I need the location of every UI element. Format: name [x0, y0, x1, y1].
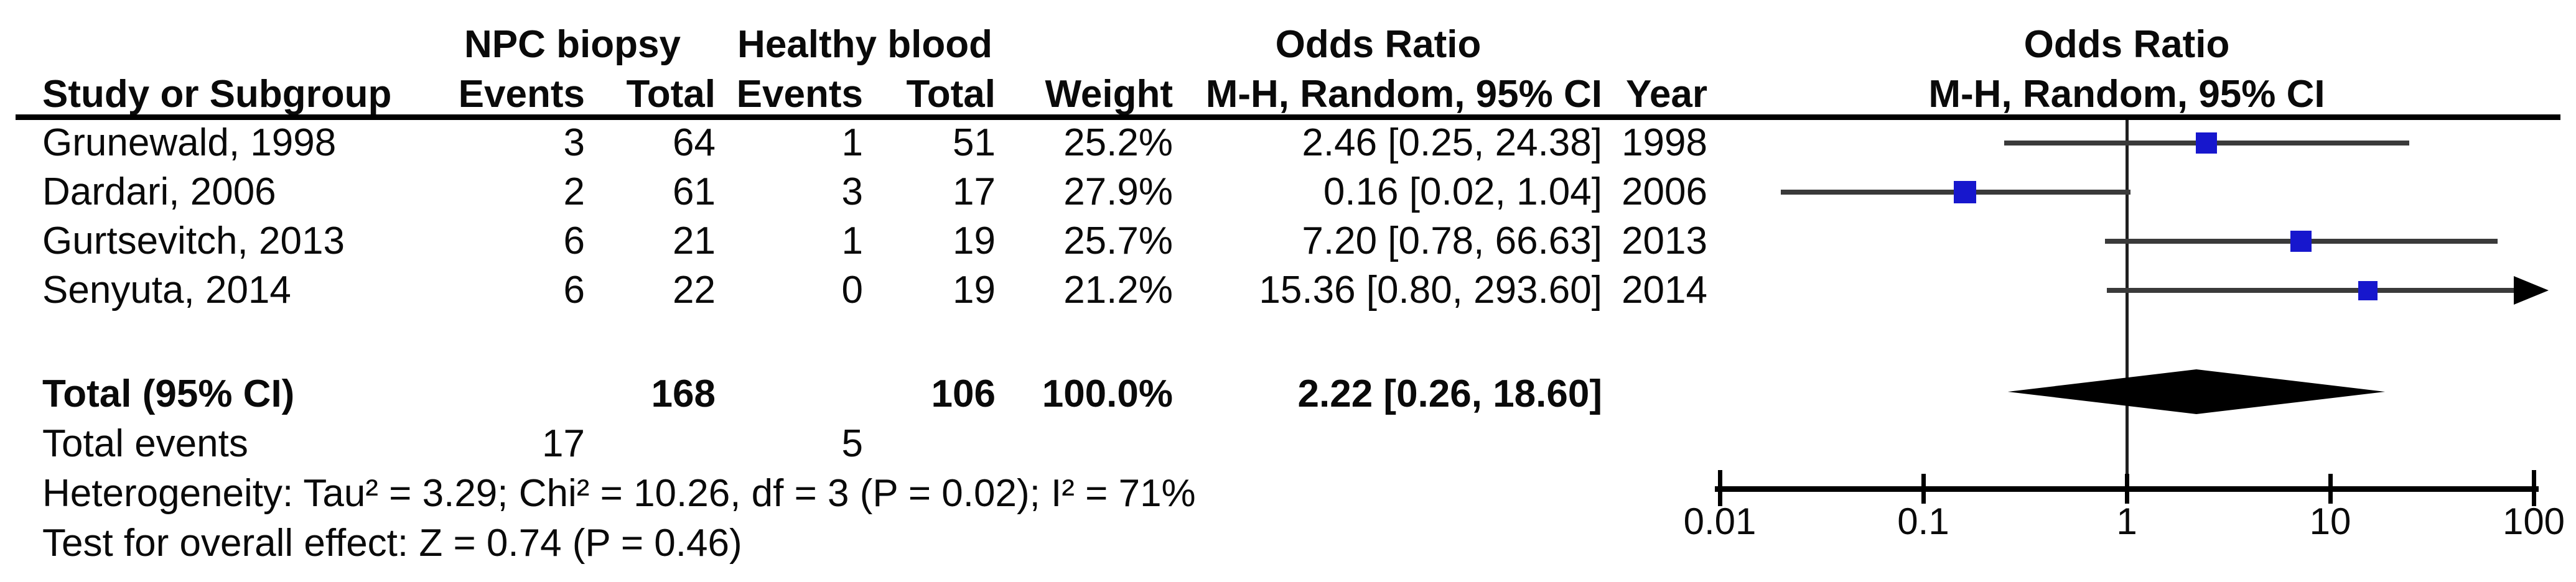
year-value: 1998 [1622, 121, 1707, 164]
odds-ratio-header-right: Odds Ratio [2023, 23, 2230, 66]
year-value: 2014 [1622, 269, 1707, 312]
year-value: 2013 [1622, 219, 1707, 262]
healthy-events: 3 [841, 170, 863, 213]
x-axis-tick [2124, 474, 2129, 504]
study-label: Dardari, 2006 [42, 170, 276, 213]
study-label: Senyuta, 2014 [42, 269, 291, 312]
x-axis-tick-label: 10 [2309, 501, 2351, 542]
healthy-total: 19 [953, 269, 996, 312]
header-rule [16, 114, 2560, 120]
healthy-total: 51 [953, 121, 996, 164]
col-header-study: Study or Subgroup [42, 73, 392, 116]
npc-events: 2 [563, 170, 585, 213]
heterogeneity-text: Heterogeneity: Tau² = 3.29; Chi² = 10.26… [42, 472, 1196, 515]
col-header-healthy-total: Total [906, 73, 996, 116]
x-axis-tick-label: 0.1 [1897, 501, 1949, 542]
x-axis-tick-label: 1 [2116, 501, 2137, 542]
or-ci-value: 7.20 [0.78, 66.63] [1302, 219, 1602, 262]
study-marker [2290, 231, 2312, 252]
or-ci-value: 0.16 [0.02, 1.04] [1323, 170, 1602, 213]
ci-line [2107, 288, 2514, 293]
study-marker [2195, 132, 2217, 154]
healthy-total: 19 [953, 219, 996, 262]
col-header-healthy-events: Events [736, 73, 863, 116]
col-header-mh-ci-plot: M-H, Random, 95% CI [1928, 73, 2325, 116]
group-header-healthy-blood: Healthy blood [737, 23, 992, 66]
weight-value: 27.9% [1063, 170, 1173, 213]
x-axis-tick-label: 0.01 [1683, 501, 1757, 542]
odds-ratio-header-left: Odds Ratio [1275, 23, 1482, 66]
npc-total: 61 [673, 170, 716, 213]
npc-events: 6 [563, 269, 585, 312]
npc-total: 22 [673, 269, 716, 312]
total-label: Total (95% CI) [42, 372, 295, 415]
weight-value: 25.7% [1063, 219, 1173, 262]
healthy-events: 1 [841, 219, 863, 262]
npc-total: 21 [673, 219, 716, 262]
or-ci-value: 15.36 [0.80, 293.60] [1259, 269, 1602, 312]
total-healthy-n: 106 [931, 372, 996, 415]
year-value: 2006 [1622, 170, 1707, 213]
healthy-total: 17 [953, 170, 996, 213]
col-header-npc-total: Total [626, 73, 716, 116]
total-events-healthy: 5 [841, 422, 863, 465]
col-header-weight: Weight [1045, 73, 1174, 116]
col-header-mh-ci: M-H, Random, 95% CI [1205, 73, 1602, 116]
weight-value: 25.2% [1063, 121, 1173, 164]
total-weight: 100.0% [1042, 372, 1173, 415]
col-header-year: Year [1625, 73, 1707, 116]
x-axis-tick [1921, 474, 1926, 504]
overall-effect-text: Test for overall effect: Z = 0.74 (P = 0… [42, 522, 742, 565]
x-axis-tick [2328, 474, 2333, 504]
null-effect-line [2125, 120, 2129, 492]
study-label: Grunewald, 1998 [42, 121, 337, 164]
healthy-events: 0 [841, 269, 863, 312]
npc-total: 64 [673, 121, 716, 164]
study-marker [2358, 280, 2378, 300]
group-header-npc-biopsy: NPC biopsy [464, 23, 681, 66]
healthy-events: 1 [841, 121, 863, 164]
npc-events: 6 [563, 219, 585, 262]
col-header-npc-events: Events [458, 73, 585, 116]
weight-value: 21.2% [1063, 269, 1173, 312]
or-ci-value: 2.46 [0.25, 24.38] [1302, 121, 1602, 164]
total-events-label: Total events [42, 422, 248, 465]
total-npc-n: 168 [651, 372, 716, 415]
summary-diamond [2007, 369, 2386, 414]
study-marker [1953, 181, 1976, 203]
x-axis-tick [2531, 470, 2536, 506]
x-axis-tick [1717, 470, 1722, 506]
study-label: Gurtsevitch, 2013 [42, 219, 345, 262]
ci-arrow-right [2514, 276, 2549, 305]
npc-events: 3 [563, 121, 585, 164]
total-or-ci: 2.22 [0.26, 18.60] [1297, 372, 1602, 415]
total-events-npc: 17 [542, 422, 585, 465]
x-axis-tick-label: 100 [2502, 501, 2565, 542]
